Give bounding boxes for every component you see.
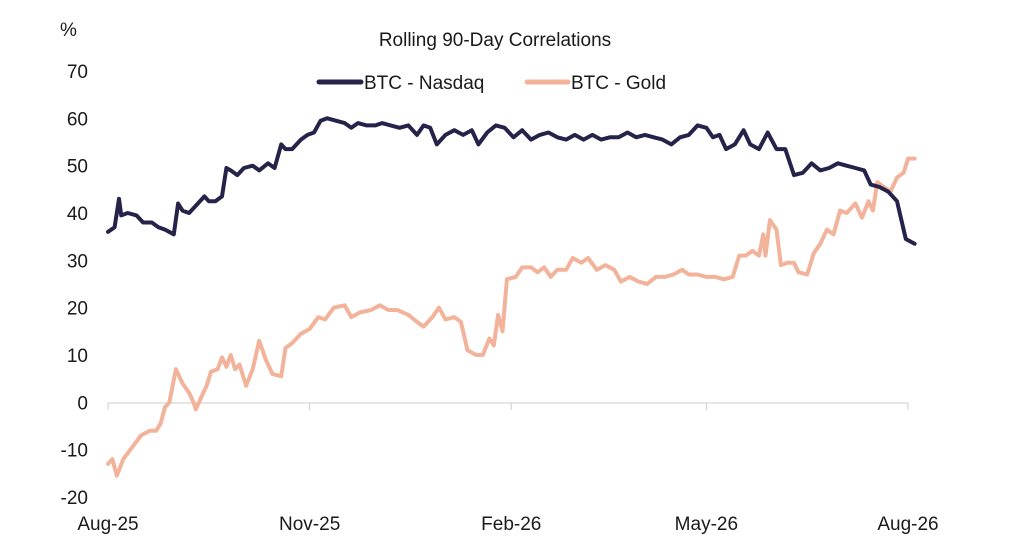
legend-label-btc-nasdaq: BTC - Nasdaq — [364, 73, 484, 94]
x-tick-label: Nov-25 — [279, 514, 340, 535]
x-tick-label: Aug-26 — [877, 514, 938, 535]
x-tick-label: Aug-25 — [77, 514, 138, 535]
series-line-btc-gold — [106, 156, 917, 478]
y-tick-label: 0 — [77, 393, 88, 414]
y-axis: -20 -10 0 10 20 30 40 50 60 70 — [61, 62, 88, 509]
y-axis-unit-label: % — [60, 20, 77, 41]
y-tick-label: 10 — [67, 346, 88, 367]
x-axis: Aug-25 Nov-25 Feb-26 May-26 Aug-26 — [77, 402, 939, 535]
y-tick-label: -10 — [61, 441, 88, 462]
series-layer — [106, 116, 917, 478]
y-tick-label: 30 — [67, 251, 88, 272]
y-tick-label: 60 — [67, 109, 88, 130]
y-tick-label: -20 — [61, 488, 88, 509]
y-tick-label: 50 — [67, 157, 88, 178]
y-tick-label: 70 — [67, 62, 88, 83]
chart-title: Rolling 90-Day Correlations — [379, 30, 611, 51]
series-line-btc-nasdaq — [106, 116, 917, 246]
y-tick-label: 20 — [67, 299, 88, 320]
y-tick-label: 40 — [67, 204, 88, 225]
x-tick-label: May-26 — [675, 514, 738, 535]
x-tick-label: Feb-26 — [481, 514, 541, 535]
legend: BTC - Nasdaq BTC - Gold — [316, 73, 666, 94]
legend-label-btc-gold: BTC - Gold — [571, 73, 666, 94]
